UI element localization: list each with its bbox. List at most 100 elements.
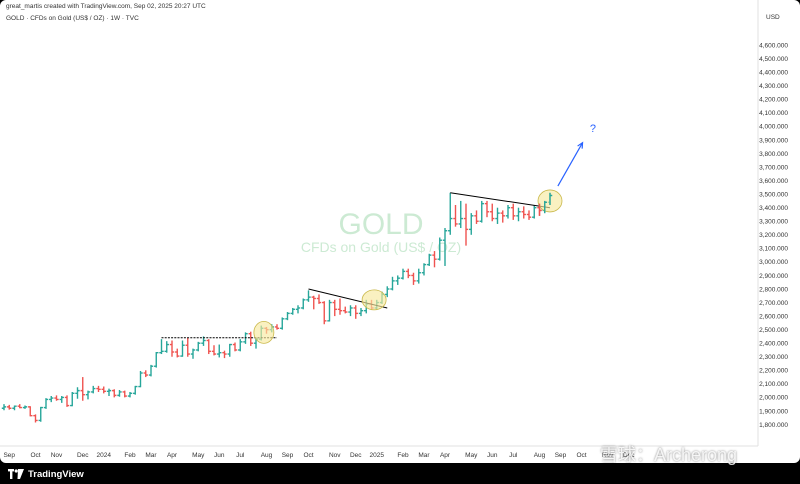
x-tick-label: Oct [303, 452, 313, 459]
ohlc-bar [190, 348, 196, 359]
x-tick-label: Oct [30, 452, 40, 459]
credit-line: great_martis created with TradingView.co… [6, 3, 206, 10]
ohlc-bar [101, 386, 106, 394]
y-tick-label: 2,300.000 [759, 354, 788, 361]
ohlc-bar [416, 268, 421, 284]
ohlc-bar [64, 395, 70, 407]
question-mark-label: ? [590, 123, 596, 135]
ohlc-bar [411, 272, 416, 285]
x-tick-label: Sep [282, 452, 294, 459]
ohlc-bar [7, 404, 12, 410]
breakout-circle-2 [361, 289, 387, 311]
ohlc-bar [227, 343, 232, 357]
price-axis[interactable]: 1,800.000 1,900.000 2,000.000 2,100.000 2,20… [759, 42, 788, 428]
chart-panel[interactable]: great_martis created with TradingView.co… [0, 0, 800, 463]
ohlc-bar [70, 391, 75, 407]
x-tick-label: Mar [145, 452, 157, 459]
ohlc-bar [17, 404, 22, 409]
breakout-circle-1 [253, 320, 275, 344]
ohlc-bar [248, 331, 253, 346]
ohlc-bar [442, 228, 448, 266]
y-tick-label: 3,200.000 [759, 232, 788, 239]
ohlc-bar [75, 387, 80, 399]
x-tick-label: Sep [3, 452, 15, 459]
y-tick-label: 3,300.000 [759, 219, 788, 226]
y-tick-label: 4,400.000 [759, 70, 788, 77]
ohlc-bar [295, 305, 301, 314]
ohlc-bar [274, 324, 280, 330]
y-tick-label: 4,200.000 [759, 97, 788, 104]
y-tick-label: 2,600.000 [759, 313, 788, 320]
y-tick-label: 3,100.000 [759, 246, 788, 253]
x-tick-label: Dec [623, 452, 635, 459]
ohlc-bar [337, 298, 343, 315]
ohlc-bar [180, 340, 185, 357]
ohlc-bar [164, 341, 169, 353]
x-tick-label: Nov [51, 452, 63, 459]
x-tick-label: Feb [124, 452, 136, 459]
time-axis[interactable]: Sep Oct Nov Dec 2024 Feb Mar Apr May Jun Jul Aug Sep… [3, 452, 635, 459]
watermark-subtitle: CFDs on Gold (US$ / OZ) [301, 239, 461, 255]
y-tick-label: 3,600.000 [759, 178, 788, 185]
ohlc-bar [96, 385, 101, 392]
currency-label: USD [766, 14, 780, 21]
y-tick-label: 2,100.000 [759, 381, 788, 388]
tradingview-logo-icon [8, 469, 24, 479]
projection-arrow-line [557, 142, 584, 187]
ohlc-bar [400, 268, 406, 280]
ohlc-bar [448, 192, 453, 235]
y-tick-label: 3,900.000 [759, 137, 788, 144]
x-tick-label: Nov [602, 452, 614, 459]
ohlc-bar [311, 295, 316, 310]
ohlc-bar [196, 341, 201, 352]
ohlc-bar [159, 339, 164, 355]
ohlc-bar [117, 389, 122, 397]
tradingview-logo[interactable]: TradingView [8, 467, 84, 481]
x-tick-label: 2024 [97, 452, 112, 459]
price-chart[interactable]: GOLD CFDs on Gold (US$ / OZ) 1,800.0001,… [0, 0, 800, 463]
ohlc-bar [133, 385, 138, 395]
ohlc-bar [138, 370, 143, 388]
ohlc-bar [28, 406, 33, 417]
ohlc-bar [127, 391, 133, 398]
ohlc-bar [280, 317, 285, 330]
ohlc-bar [495, 207, 500, 224]
ohlc-bar [521, 206, 526, 219]
x-tick-label: Oct [576, 452, 586, 459]
x-tick-label: Dec [350, 452, 362, 459]
y-tick-label: 1,900.000 [759, 408, 788, 415]
y-tick-label: 2,000.000 [759, 395, 788, 402]
ohlc-bar [500, 210, 505, 223]
ohlc-bars [1, 192, 553, 423]
resistance-line-3 [450, 192, 551, 209]
x-tick-label: Aug [261, 452, 273, 459]
x-tick-label: May [465, 452, 478, 459]
y-tick-label: 2,800.000 [759, 286, 788, 293]
y-tick-label: 2,200.000 [759, 368, 788, 375]
y-tick-label: 4,500.000 [759, 56, 788, 63]
x-tick-label: May [192, 452, 205, 459]
ohlc-bar [453, 204, 458, 227]
ohlc-bar [322, 301, 327, 325]
x-tick-label: Jul [236, 452, 245, 459]
ohlc-bar [390, 276, 395, 291]
ohlc-bar [395, 275, 400, 285]
x-tick-label: Sep [555, 452, 567, 459]
symbol-legend: GOLD · CFDs on Gold (US$ / OZ) · 1W · TV… [6, 15, 139, 22]
ohlc-bar [222, 350, 227, 359]
ohlc-bar [85, 390, 91, 400]
y-tick-label: 4,000.000 [759, 124, 788, 131]
ohlc-bar [33, 414, 38, 423]
ohlc-bar [343, 306, 348, 314]
ohlc-bar [122, 390, 127, 398]
ohlc-bar [38, 406, 43, 422]
x-tick-label: Jul [509, 452, 518, 459]
ohlc-bar [427, 253, 432, 266]
ohlc-bar [154, 351, 159, 368]
ohlc-bar [169, 340, 175, 357]
ohlc-bar [185, 337, 190, 357]
ohlc-bar [285, 312, 290, 321]
y-tick-label: 3,800.000 [759, 151, 788, 158]
ohlc-bar [432, 251, 437, 268]
